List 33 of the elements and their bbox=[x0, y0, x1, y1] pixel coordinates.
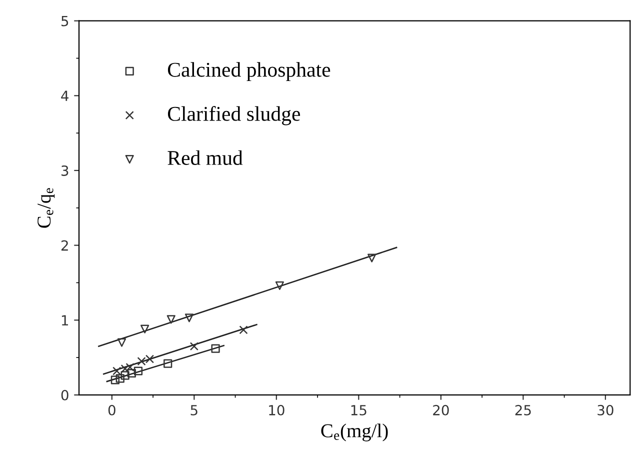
y-tick-label: 2 bbox=[61, 240, 68, 251]
y-axis-title: C$_{e}$/q$_{e}$ bbox=[38, 188, 55, 228]
point bbox=[140, 324, 150, 334]
y-tick-label: 5 bbox=[62, 16, 68, 26]
point bbox=[239, 326, 248, 334]
y-tick-label: 0 bbox=[61, 390, 68, 400]
legend-label: Red mud bbox=[168, 150, 243, 166]
x-tick-label: 20 bbox=[433, 404, 449, 416]
point bbox=[164, 359, 172, 368]
x-tick-label: 10 bbox=[269, 404, 284, 416]
x-tick-label: 15 bbox=[351, 405, 366, 416]
x-tick-label: 5 bbox=[190, 405, 198, 416]
point bbox=[127, 368, 136, 378]
y-tick-label: 4 bbox=[61, 90, 68, 101]
y-tick-label: 1 bbox=[62, 315, 68, 326]
point bbox=[120, 371, 130, 380]
x-tick-label: 25 bbox=[515, 404, 531, 416]
point bbox=[110, 376, 120, 384]
x-tick-label: 30 bbox=[598, 404, 614, 416]
point bbox=[190, 342, 198, 351]
point bbox=[184, 314, 194, 322]
point bbox=[117, 338, 126, 347]
point bbox=[368, 254, 376, 262]
legend-label: Clarified sludge bbox=[168, 106, 300, 126]
point bbox=[275, 281, 284, 290]
point bbox=[166, 315, 176, 324]
y-tick-label: 3 bbox=[62, 165, 68, 176]
legend-label: Calcined phosphate bbox=[168, 62, 330, 82]
point bbox=[134, 366, 143, 376]
x-axis-title: C$_{e}$(mg/l) bbox=[321, 424, 388, 442]
point bbox=[211, 344, 220, 353]
point bbox=[116, 374, 124, 383]
x-tick-label: 0 bbox=[108, 404, 116, 416]
